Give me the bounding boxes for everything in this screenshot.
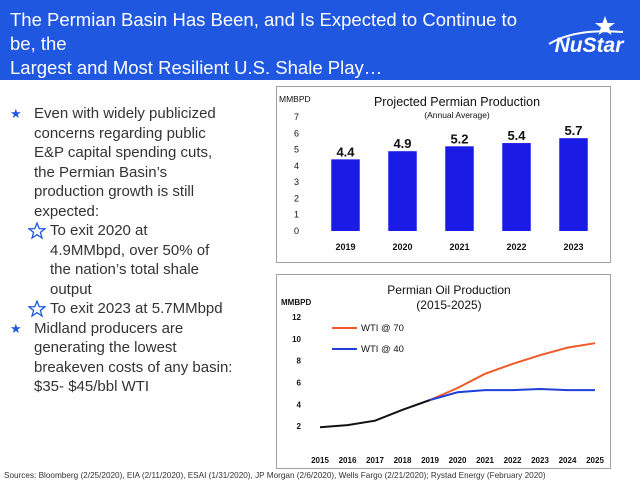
line-x-tick-label: 2016 [339,456,357,465]
line-x-tick-label: 2019 [421,456,439,465]
permian-oil-production-panel: Permian Oil Production (2015-2025) MMBPD… [276,274,611,469]
page-title: The Permian Basin Has Been, and Is Expec… [10,8,530,80]
bar-y-tick-label: 5 [294,145,299,155]
line-x-tick-label: 2020 [449,456,467,465]
nustar-logo: NuStar [548,16,626,57]
bar-data-label: 4.4 [336,144,355,159]
bullet-line: To exit 2020 at [50,222,148,239]
bullet-line: $35- $45/bbl WTI [34,378,150,395]
bar-x-tick-label: 2023 [563,242,583,252]
bullet-line: breakeven costs of any basin: [34,358,233,376]
line-chart-title: Permian Oil Production [387,283,510,297]
bar [502,143,531,231]
bullet-line: E&P capital spending cuts, [34,144,213,161]
bar-chart-ylabel: MMBPD [279,94,311,104]
bullet-line: concerns regarding public [34,124,206,142]
bar-x-tick-label: 2020 [392,242,412,252]
line-y-tick-label: 10 [292,335,301,344]
line-x-tick-label: 2024 [559,456,577,465]
bar [445,146,474,231]
line-y-tick-label: 2 [297,422,302,431]
line-y-tick-label: 8 [297,357,302,366]
bullet-line: Even with widely publicized [34,105,216,122]
header-banner: The Permian Basin Has Been, and Is Expec… [0,0,640,80]
bar-data-label: 5.7 [564,123,582,138]
bar-y-tick-label: 4 [294,161,299,171]
bar-y-tick-label: 7 [294,112,299,122]
sources-footnote: Sources: Bloomberg (2/25/2020), EIA (2/1… [4,471,546,480]
line-chart-ylabel: MMBPD [281,298,311,307]
permian-oil-production-chart: Permian Oil Production (2015-2025) MMBPD… [281,283,604,465]
bar-chart-title: Projected Permian Production [374,95,540,109]
wti-40-line [429,387,595,401]
bullet-midland-breakeven: ★ Midland producers are generating the l… [10,319,265,397]
bar-chart-subtitle: (Annual Average) [424,110,490,120]
legend-entry: WTI @ 40 [361,344,404,355]
logo-text: NuStar [555,34,626,57]
bar-x-tick-label: 2019 [335,242,355,252]
bullet-line: production growth is still [34,183,195,200]
bullet-line: the Permian Basin’s [34,163,168,181]
line-x-tick-label: 2017 [366,456,384,465]
projected-production-chart: Projected Permian Production (Annual Ave… [279,94,588,252]
line-y-tick-label: 6 [297,379,302,388]
bar-x-tick-label: 2022 [506,242,526,252]
line-x-tick-label: 2025 [586,456,604,465]
line-x-tick-label: 2015 [311,456,329,465]
line-y-tick-label: 12 [292,313,301,322]
bullet-line: expected: [34,202,100,220]
bar-data-label: 4.9 [393,136,411,151]
star-bullet-icon: ★ [10,320,22,336]
projected-production-panel: Projected Permian Production (Annual Ave… [276,86,611,263]
star-bullet-icon: ★ [10,106,22,121]
bullet-line: generating the lowest [34,339,177,356]
bar-y-tick-label: 6 [294,128,299,138]
bar-data-label: 5.2 [450,131,468,146]
sub-bullet-exit-2023: To exit 2023 at 5.7MMbpd [26,299,265,319]
history-line [319,399,431,429]
bar-data-label: 5.4 [507,128,526,143]
line-x-tick-label: 2023 [531,456,549,465]
bar-x-tick-label: 2021 [449,242,469,252]
bullet-permian-growth: ★ Even with widely publicized concerns r… [10,104,265,221]
wti-70-line [429,342,596,401]
line-y-tick-label: 4 [297,400,302,409]
line-x-tick-label: 2018 [394,456,412,465]
bar-y-tick-label: 3 [294,177,299,187]
title-line-2: Largest and Most Resilient U.S. Shale Pl… [10,57,383,78]
sub-bullet-exit-2020: To exit 2020 at 4.9MMbpd, over 50% of th… [26,221,265,299]
line-x-tick-label: 2021 [476,456,494,465]
bullet-line: Midland producers are [34,319,184,337]
bullet-list: ★ Even with widely publicized concerns r… [10,104,265,397]
bar-y-tick-label: 1 [294,210,299,220]
line-chart-subtitle: (2015-2025) [416,298,481,312]
bar [388,151,417,231]
bullet-line: the nation’s total shale [50,261,199,278]
line-x-tick-label: 2022 [504,456,522,465]
star-outline-icon [28,300,46,318]
bullet-line: To exit 2023 at 5.7MMbpd [50,300,223,317]
title-line-1: The Permian Basin Has Been, and Is Expec… [10,9,517,54]
bullet-line: 4.9MMbpd, over 50% of [50,241,210,259]
bar-y-tick-label: 0 [294,226,299,236]
star-outline-icon [28,222,46,240]
bullet-line: output [50,280,92,298]
bar [331,159,360,231]
legend-entry: WTI @ 70 [361,323,404,334]
bar [559,138,588,231]
bar-y-tick-label: 2 [294,193,299,203]
